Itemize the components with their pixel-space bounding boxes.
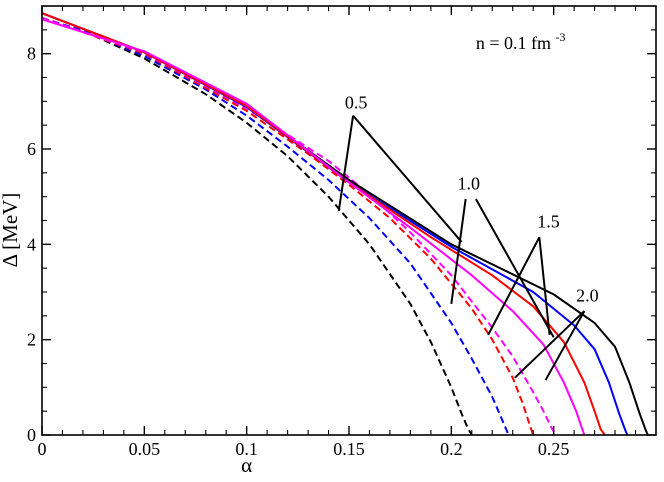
callout-line-2-0 — [487, 236, 541, 336]
y-tick-label-2: 4 — [27, 234, 36, 254]
callout-line-1-0 — [450, 198, 467, 305]
y-tick-label-4: 8 — [27, 44, 36, 64]
callout-line-2-1 — [538, 237, 551, 336]
dashed-curve-2 — [42, 16, 535, 435]
callout-line-0-1 — [352, 114, 463, 243]
callout-line-0-0 — [337, 115, 355, 212]
y-axis-label: Δ [MeV] — [0, 193, 22, 268]
x-tick-label-1: 0.05 — [129, 439, 161, 459]
x-tick-label-0: 0 — [38, 439, 47, 459]
curves-layer — [42, 12, 649, 435]
y-tick-label-1: 2 — [27, 330, 36, 350]
x-axis-label: α — [241, 453, 252, 477]
density-annotation-superscript: -3 — [556, 30, 566, 44]
density-annotation-text: n = 0.1 fm — [476, 33, 551, 53]
y-tick-label-3: 6 — [27, 139, 36, 159]
callout-line-3-0 — [514, 310, 586, 379]
plot-frame — [41, 5, 657, 436]
ticks-layer — [41, 5, 656, 436]
solid-curve-6 — [42, 12, 606, 435]
y-tick-label-0: 0 — [27, 425, 36, 445]
x-tick-label-5: 0.25 — [538, 439, 570, 459]
dashed-curve-0 — [42, 16, 473, 435]
callout-label-0: 0.5 — [345, 92, 368, 112]
callout-line-1-1 — [475, 198, 555, 338]
tick-labels-layer: 0 0.05 0.1 0.15 0.2 0.25 0 2 4 6 8 — [27, 44, 569, 459]
x-tick-label-2: 0.1 — [235, 439, 258, 459]
density-annotation: n = 0.1 fm -3 — [476, 30, 566, 53]
callout-label-1: 1.0 — [457, 174, 480, 194]
dashed-curve-1 — [42, 16, 510, 435]
x-tick-label-4: 0.2 — [440, 439, 463, 459]
x-tick-label-3: 0.15 — [333, 439, 365, 459]
dashed-curve-3 — [42, 16, 557, 435]
solid-curve-7 — [42, 18, 586, 435]
callout-label-3: 2.0 — [576, 286, 599, 306]
callout-line-3-1 — [544, 310, 586, 381]
callouts-layer: 0.5 1.0 1.5 2.0 — [337, 92, 599, 381]
callout-label-2: 1.5 — [537, 212, 560, 232]
